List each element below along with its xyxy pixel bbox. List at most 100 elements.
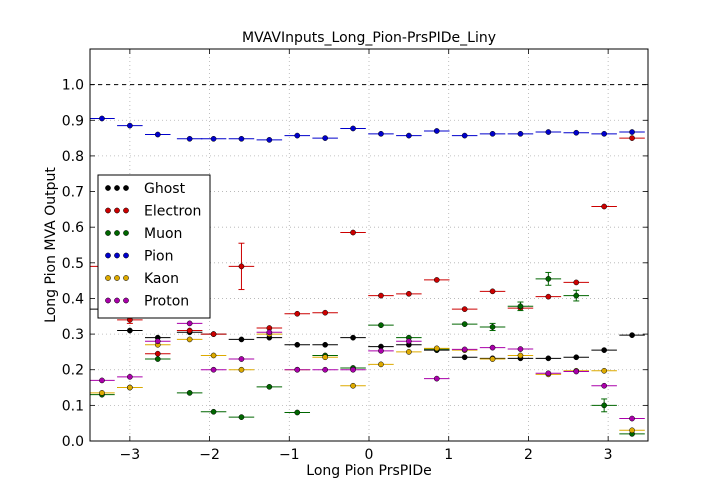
x-axis-label: Long Pion PrsPIDe bbox=[306, 463, 431, 479]
data-point bbox=[489, 324, 496, 330]
data-point bbox=[350, 382, 356, 389]
data-point bbox=[350, 125, 356, 132]
data-point bbox=[601, 130, 608, 137]
legend-marker bbox=[105, 275, 111, 281]
x-tick-label: −2 bbox=[199, 447, 220, 463]
chart-title: MVAVInputs_Long_Pion-PrsPIDe_Liny bbox=[242, 30, 496, 46]
legend-marker bbox=[123, 252, 129, 259]
legend-marker bbox=[105, 185, 111, 191]
data-point bbox=[294, 366, 301, 373]
data-point bbox=[517, 130, 524, 137]
y-tick-label: 0.7 bbox=[62, 185, 84, 201]
data-point bbox=[210, 352, 217, 359]
series-proton bbox=[90, 320, 645, 422]
data-point bbox=[461, 321, 468, 327]
data-point bbox=[629, 129, 635, 135]
x-tick-label: 1 bbox=[444, 447, 453, 463]
data-point bbox=[573, 368, 580, 375]
data-point bbox=[238, 366, 245, 373]
data-point bbox=[489, 344, 496, 351]
y-tick-label: 1.0 bbox=[62, 78, 84, 94]
y-tick-label: 0.6 bbox=[62, 220, 84, 236]
legend-marker bbox=[105, 297, 111, 304]
data-point bbox=[601, 367, 608, 374]
legend-box bbox=[97, 174, 211, 319]
legend-marker bbox=[105, 230, 111, 236]
data-point bbox=[517, 346, 524, 352]
y-tick-label: 0.5 bbox=[62, 256, 84, 272]
data-point bbox=[545, 276, 552, 282]
x-tick-label: 3 bbox=[604, 447, 613, 463]
data-point bbox=[294, 132, 301, 139]
data-point bbox=[378, 347, 384, 354]
legend-marker bbox=[123, 207, 129, 214]
data-point bbox=[186, 320, 193, 327]
data-point bbox=[489, 130, 496, 137]
data-point bbox=[322, 341, 329, 348]
data-point bbox=[322, 366, 329, 373]
x-tick-label: 0 bbox=[365, 447, 374, 463]
legend-marker bbox=[114, 297, 120, 304]
data-point bbox=[127, 384, 133, 391]
legend-marker bbox=[105, 207, 111, 214]
data-point bbox=[154, 338, 161, 345]
data-point bbox=[99, 377, 105, 384]
data-point bbox=[406, 132, 412, 139]
data-point bbox=[127, 122, 133, 129]
data-point bbox=[154, 356, 161, 362]
x-tick-label: −1 bbox=[279, 447, 300, 463]
data-point bbox=[266, 383, 273, 390]
data-point bbox=[350, 366, 356, 373]
data-point bbox=[294, 409, 301, 416]
data-point bbox=[186, 390, 193, 396]
data-point bbox=[629, 415, 635, 422]
data-point bbox=[378, 130, 384, 137]
data-point bbox=[238, 135, 245, 142]
data-point bbox=[210, 135, 217, 142]
legend-marker bbox=[123, 185, 129, 191]
x-tick-label: 2 bbox=[524, 447, 533, 463]
data-point bbox=[99, 115, 105, 122]
data-point bbox=[517, 352, 524, 359]
data-point bbox=[545, 129, 552, 135]
series-electron bbox=[90, 135, 645, 357]
data-point bbox=[545, 293, 552, 300]
data-point bbox=[601, 402, 608, 409]
data-point bbox=[186, 327, 193, 334]
data-point bbox=[601, 203, 608, 210]
data-point bbox=[210, 331, 217, 337]
data-point bbox=[238, 336, 245, 343]
data-point bbox=[629, 427, 635, 434]
data-point bbox=[378, 322, 384, 329]
x-tick-label: −3 bbox=[120, 447, 141, 463]
legend-marker bbox=[123, 230, 129, 236]
legend: Ghost Electron Muon Pion Kaon Proton bbox=[97, 174, 211, 319]
data-point bbox=[406, 290, 412, 297]
data-point bbox=[266, 329, 273, 336]
data-point bbox=[322, 354, 329, 361]
data-point bbox=[601, 347, 608, 353]
data-point bbox=[489, 288, 496, 295]
data-point bbox=[573, 292, 580, 299]
legend-label-pion: Pion bbox=[144, 249, 173, 265]
data-point bbox=[461, 306, 468, 312]
legend-marker bbox=[105, 252, 111, 259]
y-tick-label: 0.8 bbox=[62, 149, 84, 165]
data-point bbox=[322, 309, 329, 316]
data-point bbox=[545, 355, 552, 362]
data-point bbox=[489, 356, 496, 362]
data-point bbox=[517, 303, 524, 310]
data-point bbox=[127, 327, 133, 334]
legend-marker bbox=[114, 185, 120, 191]
data-point bbox=[99, 390, 105, 396]
data-point bbox=[573, 129, 580, 136]
legend-marker bbox=[114, 207, 120, 214]
data-point bbox=[322, 135, 329, 141]
data-point bbox=[433, 375, 440, 382]
series-kaon bbox=[90, 331, 645, 434]
data-point bbox=[350, 229, 356, 236]
ticks: −3 −2 −1 0 1 2 3 0.0 0.1 0.2 0.3 0.4 0.5 0.6 0.7 0.8 0.9… bbox=[62, 49, 648, 463]
legend-marker bbox=[123, 297, 129, 304]
y-tick-label: 0.9 bbox=[62, 113, 84, 129]
